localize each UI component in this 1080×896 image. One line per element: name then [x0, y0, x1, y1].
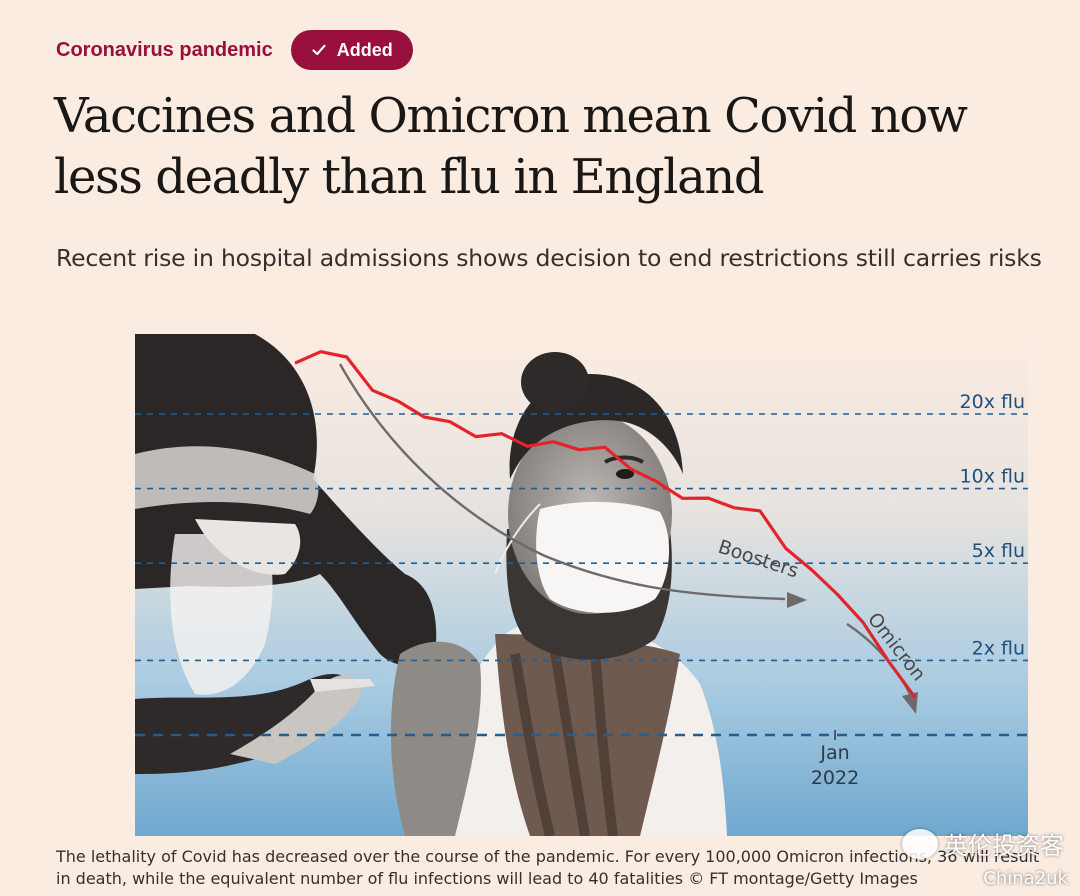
- watermark-handle: China2uk: [983, 868, 1068, 889]
- topic-link[interactable]: Coronavirus pandemic: [56, 38, 273, 61]
- main-image[interactable]: 20x flu 10x flu 5x flu 2x flu Boosters Omic…: [135, 334, 1028, 836]
- checkmark-icon: [312, 44, 326, 56]
- watermark-name: 英伦投资客: [944, 832, 1064, 860]
- follow-topic-button[interactable]: Added: [290, 30, 413, 70]
- x-tick-label-year: 2022: [811, 767, 859, 789]
- series-line: [294, 350, 917, 699]
- topic-row: Coronavirus pandemic Added: [56, 30, 413, 70]
- ref-line-label-1: 10x flu: [960, 466, 1025, 488]
- x-tick-label-month: Jan: [819, 742, 849, 764]
- article-standfirst: Recent rise in hospital admissions shows…: [56, 244, 1042, 272]
- ref-line-label-2: 5x flu: [972, 540, 1025, 562]
- follow-state-label: Added: [336, 39, 393, 60]
- article-headline: Vaccines and Omicron mean Covid now less…: [54, 88, 968, 205]
- ref-line-label-3: 2x flu: [972, 637, 1025, 659]
- healthcare-worker-photo: [135, 334, 437, 774]
- boosters-arrow-icon: [787, 592, 807, 608]
- watermark: 英伦投资客: [902, 826, 1064, 861]
- wechat-icon: [902, 828, 938, 859]
- image-caption: The lethality of Covid has decreased ove…: [56, 847, 1040, 888]
- reference-lines: 20x flu 10x flu 5x flu 2x flu: [135, 391, 1028, 737]
- ref-line-label-0: 20x flu: [960, 391, 1025, 413]
